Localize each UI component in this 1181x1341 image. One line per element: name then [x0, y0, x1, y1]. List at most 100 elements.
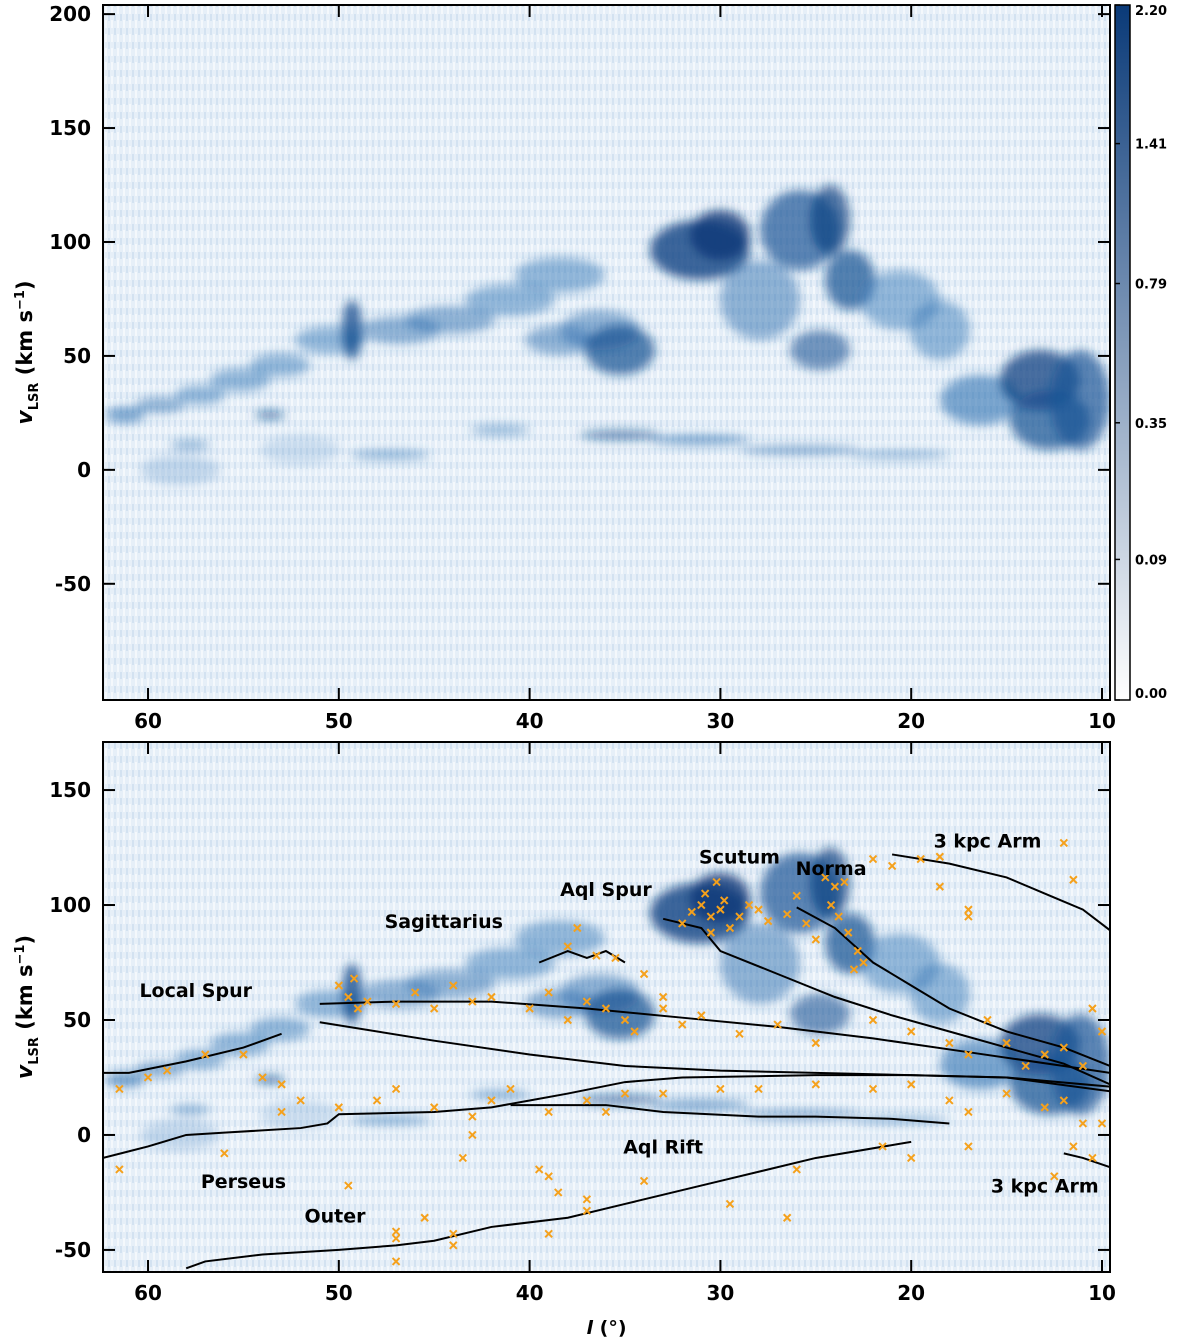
- colorbar-tick-label: 2.20: [1135, 4, 1167, 19]
- maser-point: [534, 1165, 544, 1174]
- maser-point: [468, 1112, 477, 1121]
- maser-point: [201, 1050, 210, 1059]
- maser-point: [735, 1029, 744, 1038]
- maser-point: [811, 1038, 821, 1048]
- maser-point: [849, 965, 859, 974]
- arm-curve: [510, 1104, 950, 1125]
- arm-label: Sagittarius: [385, 911, 503, 933]
- maser-point: [1097, 1119, 1107, 1128]
- arm-curve: [103, 1074, 1110, 1159]
- maser-point: [143, 1073, 153, 1082]
- y-axis-label-part: v: [13, 1064, 38, 1079]
- maser-point: [868, 1015, 878, 1025]
- arm-label: 3 kpc Arm: [934, 831, 1042, 853]
- y-tick-label: 0: [77, 458, 91, 482]
- y-tick-label: 50: [63, 1008, 91, 1032]
- maser-point: [678, 1020, 687, 1029]
- maser-point: [983, 1015, 992, 1025]
- x-tick-label: 20: [897, 709, 925, 733]
- maser-point: [964, 1142, 973, 1151]
- y-tick-label: 100: [49, 230, 91, 254]
- maser-point: [802, 919, 811, 928]
- maser-point: [449, 981, 458, 990]
- maser-point: [906, 1027, 916, 1036]
- colorbar-tick-label: 1.41: [1135, 138, 1167, 153]
- maser-point: [763, 916, 773, 926]
- colorbar-tick-label: 0.09: [1135, 553, 1167, 568]
- maser-point: [1002, 1089, 1011, 1098]
- maser-point: [773, 1020, 782, 1029]
- maser-point: [887, 861, 897, 871]
- maser-point: [754, 1084, 763, 1094]
- maser-point: [859, 958, 868, 967]
- maser-point: [935, 852, 945, 861]
- maser-point: [582, 997, 592, 1006]
- maser-point: [1078, 1061, 1088, 1071]
- maser-point: [1040, 1103, 1049, 1112]
- maser-point: [792, 1165, 801, 1174]
- maser-point: [935, 882, 945, 891]
- x-tick-label: 30: [706, 709, 734, 733]
- maser-point: [1069, 1142, 1078, 1151]
- maser-point: [706, 912, 716, 921]
- x-axis-label-part: (°): [593, 1317, 626, 1339]
- maser-point: [582, 1195, 592, 1204]
- maser-point: [678, 919, 687, 928]
- maser-point: [544, 988, 553, 997]
- maser-point: [277, 1080, 286, 1089]
- maser-point: [601, 1107, 611, 1117]
- y-axis-label: vLSR (km s−1): [13, 280, 42, 424]
- maser-point: [115, 1165, 124, 1174]
- arm-curve: [1063, 1152, 1110, 1169]
- maser-point: [1088, 1004, 1097, 1013]
- arm-label: 3 kpc Arm: [991, 1175, 1099, 1197]
- maser-point: [782, 1213, 792, 1222]
- panel-top: [103, 5, 1110, 700]
- maser-point: [420, 1213, 429, 1222]
- maser-point: [658, 1004, 668, 1013]
- overlay: [103, 838, 1110, 1270]
- maser-point: [391, 1257, 401, 1266]
- maser-point: [1059, 1096, 1069, 1105]
- maser-point: [1069, 875, 1078, 884]
- maser-point: [277, 1107, 286, 1117]
- maser-point: [712, 877, 721, 887]
- y-axis-label: vLSR (km s−1): [13, 935, 42, 1079]
- maser-point: [630, 1027, 639, 1036]
- maser-point: [349, 974, 359, 983]
- axes-frame: [102, 741, 1111, 1273]
- maser-point: [296, 1096, 305, 1105]
- maser-point: [792, 891, 801, 901]
- maser-point: [582, 1206, 592, 1216]
- maser-point: [945, 1096, 954, 1105]
- maser-point: [1078, 1119, 1088, 1128]
- maser-point: [544, 1229, 553, 1239]
- maser-point: [391, 1234, 401, 1243]
- maser-point: [430, 1103, 439, 1112]
- maser-point: [334, 981, 344, 990]
- maser-point: [1097, 1027, 1107, 1036]
- maser-point: [878, 1142, 887, 1151]
- arm-label: Scutum: [699, 847, 780, 869]
- colorbar-tick-label: 0.79: [1135, 278, 1167, 293]
- maser-point: [239, 1050, 248, 1059]
- x-tick-label: 10: [1088, 1281, 1116, 1305]
- arm-curve: [796, 906, 1110, 1067]
- maser-point: [687, 907, 696, 917]
- maser-point: [853, 946, 862, 956]
- arm-label: Perseus: [201, 1171, 286, 1193]
- y-tick-label: 150: [49, 116, 91, 140]
- arm-label: Norma: [796, 858, 867, 880]
- y-axis-label-part: LSR: [27, 383, 42, 411]
- maser-point: [811, 935, 821, 944]
- arm-curve: [319, 1021, 1110, 1093]
- maser-point: [506, 1084, 515, 1094]
- y-axis-label-part: v: [13, 410, 38, 425]
- x-tick-label: 10: [1088, 709, 1116, 733]
- maser-point: [716, 905, 725, 914]
- arm-curve: [103, 1032, 282, 1074]
- maser-point: [344, 1181, 353, 1190]
- maser-point: [811, 1080, 821, 1089]
- maser-point: [658, 992, 668, 1002]
- maser-point: [782, 910, 792, 919]
